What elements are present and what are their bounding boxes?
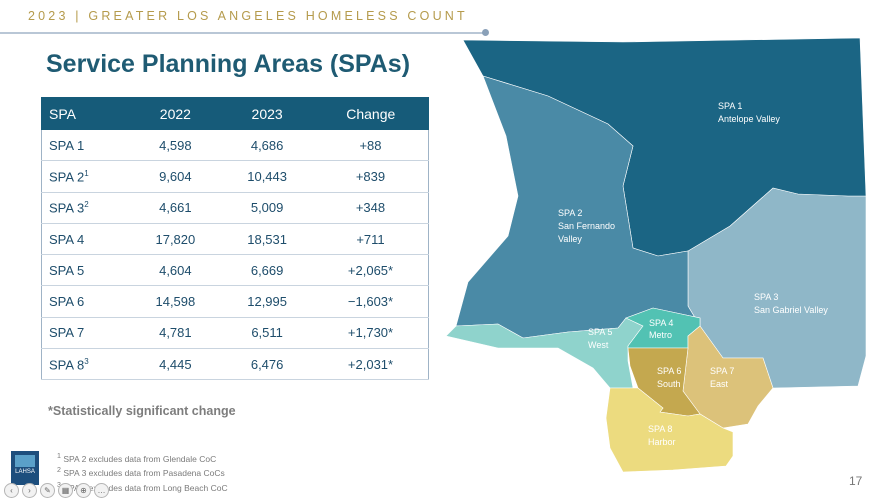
change-cell: +2,031*	[313, 348, 429, 381]
spa-name-cell: SPA 4	[41, 223, 130, 256]
significance-note: *Statistically significant change	[48, 404, 236, 418]
header-title: 2023 | GREATER LOS ANGELES HOMELESS COUN…	[28, 9, 468, 23]
value-2022-cell: 4,604	[129, 254, 222, 287]
map-region-spa-5	[445, 317, 644, 389]
spa-map: SPA 1 Antelope Valley SPA 2 San Fernando Va…	[445, 37, 867, 473]
spa-table: SPA 2022 2023 Change SPA 1 4,598 4,686 +88 S…	[41, 97, 429, 381]
value-2023-cell: 10,443	[221, 160, 313, 193]
spa-8-label: SPA 8 Harbor	[648, 424, 676, 447]
table-row: SPA 21 9,604 10,443 +839	[41, 160, 429, 193]
column-header: Change	[312, 97, 429, 130]
table-row: SPA 4 17,820 18,531 +711	[41, 223, 429, 256]
value-2022-cell: 4,661	[129, 192, 222, 224]
value-2022-cell: 17,820	[129, 223, 222, 256]
change-cell: +1,730*	[313, 317, 429, 350]
header-divider-dot	[482, 29, 489, 36]
column-header: 2022	[129, 97, 222, 130]
spa-2-label: SPA 2 San Fernando Valley	[558, 208, 615, 244]
table-row: SPA 7 4,781 6,511 +1,730*	[41, 317, 429, 350]
spa-5-label: SPA 5 West	[588, 327, 612, 350]
spa-name-cell: SPA 83	[41, 348, 130, 381]
change-cell: −1,603*	[313, 285, 429, 318]
change-cell: +348	[313, 192, 429, 224]
change-cell: +2,065*	[313, 254, 429, 287]
value-2023-cell: 6,511	[221, 317, 313, 350]
spa-3-label: SPA 3 San Gabriel Valley	[754, 292, 828, 315]
spa-name-cell: SPA 1	[41, 129, 130, 162]
value-2023-cell: 4,686	[221, 129, 313, 162]
value-2022-cell: 14,598	[129, 285, 222, 318]
value-2023-cell: 6,669	[221, 254, 313, 287]
map-region-spa-8	[605, 387, 734, 473]
column-header: SPA	[41, 97, 130, 130]
spa-name-cell: SPA 6	[41, 285, 130, 318]
value-2023-cell: 6,476	[221, 348, 313, 381]
spa-1-label: SPA 1 Antelope Valley	[718, 101, 780, 124]
slides-view-button[interactable]: ▦	[58, 483, 73, 498]
zoom-button[interactable]: ⊕	[76, 483, 91, 498]
spa-name-cell: SPA 32	[41, 192, 130, 224]
value-2022-cell: 4,598	[129, 129, 222, 162]
spa-name-cell: SPA 7	[41, 317, 130, 350]
spa-name-cell: SPA 21	[41, 160, 130, 193]
change-cell: +88	[313, 129, 429, 162]
presentation-toolbar: ‹ › ✎ ▦ ⊕ …	[4, 483, 109, 498]
next-slide-button[interactable]: ›	[22, 483, 37, 498]
page-title: Service Planning Areas (SPAs)	[46, 50, 411, 78]
table-row: SPA 6 14,598 12,995 −1,603*	[41, 285, 429, 318]
change-cell: +711	[313, 223, 429, 256]
spa-6-label: SPA 6 South	[657, 366, 681, 389]
table-row: SPA 5 4,604 6,669 +2,065*	[41, 254, 429, 287]
table-row: SPA 32 4,661 5,009 +348	[41, 192, 429, 224]
value-2023-cell: 12,995	[221, 285, 313, 318]
spa-name-cell: SPA 5	[41, 254, 130, 287]
change-cell: +839	[313, 160, 429, 193]
value-2023-cell: 18,531	[221, 223, 313, 256]
footnote: 1 SPA 2 excludes data from Glendale CoC	[57, 452, 217, 464]
previous-slide-button[interactable]: ‹	[4, 483, 19, 498]
column-header: 2023	[220, 97, 314, 130]
table-body: SPA 1 4,598 4,686 +88 SPA 21 9,604 10,443 +839 S…	[41, 129, 429, 381]
pen-tool-button[interactable]: ✎	[40, 483, 55, 498]
logo-mark-icon	[15, 455, 35, 467]
table-header-row: SPA 2022 2023 Change	[41, 97, 429, 130]
value-2022-cell: 4,781	[129, 317, 222, 350]
table-row: SPA 83 4,445 6,476 +2,031*	[41, 348, 429, 381]
value-2022-cell: 4,445	[129, 348, 222, 381]
value-2023-cell: 5,009	[221, 192, 313, 224]
page-number: 17	[849, 474, 863, 488]
more-options-button[interactable]: …	[94, 483, 109, 498]
table-row: SPA 1 4,598 4,686 +88	[41, 129, 429, 162]
header-divider	[0, 32, 486, 34]
footnote: 2 SPA 3 excludes data from Pasadena CoCs	[57, 466, 225, 479]
spa-4-label: SPA 4 Metro	[649, 318, 673, 340]
spa-7-label: SPA 7 East	[710, 366, 734, 389]
lahsa-logo: LAHSA	[11, 451, 39, 485]
value-2022-cell: 9,604	[129, 160, 222, 193]
